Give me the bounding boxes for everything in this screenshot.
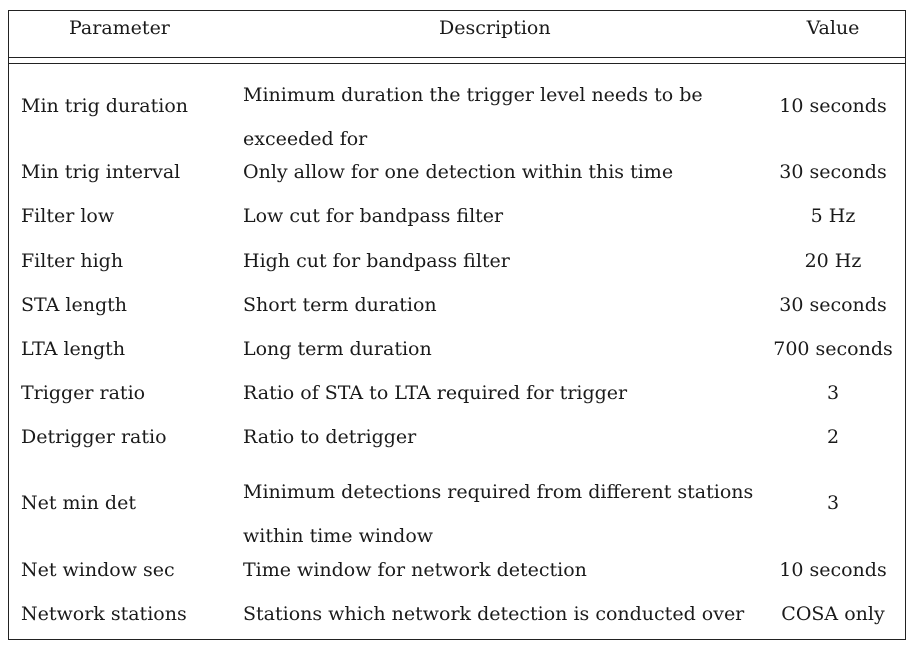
- row-description-line2: exceeded for: [243, 128, 368, 150]
- row-value: 10 seconds: [779, 559, 887, 581]
- table-header-row: Parameter Description Value: [9, 11, 905, 55]
- row-description-line1: Minimum duration the trigger level needs…: [243, 84, 703, 106]
- row-description: Ratio to detrigger: [243, 426, 417, 448]
- table-row: STA length Short term duration 30 second…: [9, 294, 905, 338]
- table-row: Network stations Stations which network …: [9, 603, 905, 639]
- row-description: Low cut for bandpass filter: [243, 205, 504, 227]
- row-value: 30 seconds: [779, 294, 887, 316]
- row-value: COSA only: [781, 603, 885, 625]
- header-description: Description: [439, 17, 551, 39]
- row-value: 5 Hz: [810, 205, 856, 227]
- table-row: Filter low Low cut for bandpass filter 5…: [9, 205, 905, 249]
- table-row: Min trig duration Minimum duration the t…: [9, 73, 905, 161]
- row-parameter: Filter low: [21, 205, 115, 227]
- row-parameter: Net min det: [21, 492, 136, 514]
- table-row: Net window sec Time window for network d…: [9, 559, 905, 603]
- row-parameter: Min trig interval: [21, 161, 181, 183]
- row-description: Only allow for one detection within this…: [243, 161, 674, 183]
- row-description: Minimum duration the trigger level needs…: [243, 73, 703, 161]
- row-parameter: Net window sec: [21, 559, 175, 581]
- row-parameter: Detrigger ratio: [21, 426, 167, 448]
- row-parameter: Min trig duration: [21, 95, 189, 117]
- row-value: 2: [826, 426, 840, 448]
- table-row: Min trig interval Only allow for one det…: [9, 161, 905, 205]
- row-description-line1: Minimum detections required from differe…: [243, 481, 754, 503]
- row-description: Stations which network detection is cond…: [243, 603, 745, 625]
- table-row: Detrigger ratio Ratio to detrigger 2: [9, 426, 905, 470]
- table-row: Net min det Minimum detections required …: [9, 470, 905, 558]
- row-description: Short term duration: [243, 294, 437, 316]
- row-description: High cut for bandpass filter: [243, 250, 510, 272]
- table-row: Trigger ratio Ratio of STA to LTA requir…: [9, 382, 905, 426]
- table-row: Filter high High cut for bandpass filter…: [9, 250, 905, 294]
- header-rule-top: [9, 57, 905, 58]
- row-parameter: Filter high: [21, 250, 124, 272]
- parameter-table: Parameter Description Value Min trig dur…: [8, 10, 906, 640]
- row-value: 30 seconds: [779, 161, 887, 183]
- row-description: Minimum detections required from differe…: [243, 470, 753, 558]
- row-parameter: Trigger ratio: [21, 382, 146, 404]
- row-description-line2: within time window: [243, 525, 434, 547]
- row-value: 10 seconds: [779, 95, 887, 117]
- row-parameter: STA length: [21, 294, 128, 316]
- row-parameter: LTA length: [21, 338, 126, 360]
- header-rule-bottom: [9, 63, 905, 64]
- row-value: 20 Hz: [804, 250, 862, 272]
- header-value: Value: [806, 17, 860, 39]
- row-parameter: Network stations: [21, 603, 187, 625]
- row-value: 3: [826, 382, 840, 404]
- row-value: 3: [826, 492, 840, 514]
- row-value: 700 seconds: [773, 338, 893, 360]
- table-row: LTA length Long term duration 700 second…: [9, 338, 905, 382]
- row-description: Long term duration: [243, 338, 432, 360]
- row-description: Time window for network detection: [243, 559, 587, 581]
- header-parameter: Parameter: [69, 17, 170, 39]
- row-description: Ratio of STA to LTA required for trigger: [243, 382, 628, 404]
